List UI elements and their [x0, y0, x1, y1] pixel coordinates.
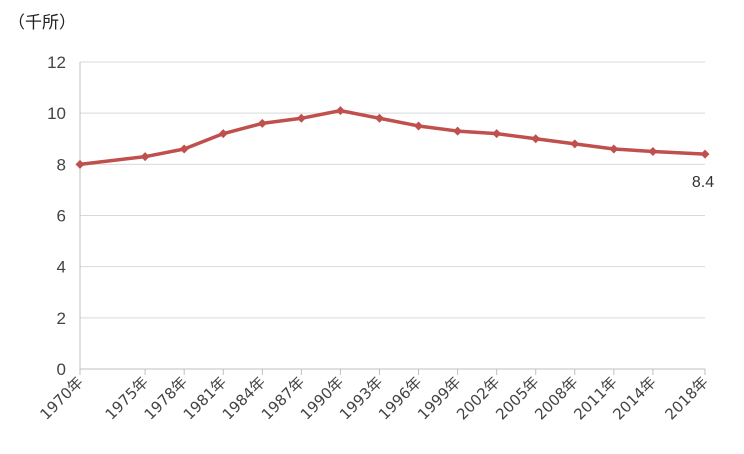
data-label: 8.4	[692, 174, 714, 191]
data-point	[335, 106, 345, 116]
y-tick-label: 4	[57, 258, 66, 277]
x-tick-label: 2002年	[453, 373, 503, 423]
data-point	[296, 113, 306, 123]
y-tick-label: 0	[57, 360, 66, 379]
y-tick-label: 10	[47, 104, 66, 123]
data-point	[531, 134, 541, 144]
x-tick-label: 2008年	[531, 373, 581, 423]
x-tick-label: 1996年	[375, 373, 425, 423]
y-tick-label: 8	[57, 155, 66, 174]
y-tick-label: 2	[57, 309, 66, 328]
data-point	[700, 149, 710, 159]
y-axis: 0 2 4 6 8 10 12	[47, 53, 81, 379]
x-tick-label: 1984年	[219, 373, 269, 423]
data-point	[374, 113, 384, 123]
data-point	[570, 139, 580, 149]
data-point	[648, 147, 658, 157]
data-point	[179, 144, 189, 154]
data-point	[257, 118, 267, 128]
x-axis: 1970年 1975年1978年1981年1984年1987年1990年1993年…	[36, 368, 712, 423]
x-tick-label: 1978年	[141, 373, 191, 423]
x-tick-label: 1987年	[258, 373, 308, 423]
x-tick-label: 2005年	[492, 373, 542, 423]
data-point	[218, 129, 228, 139]
data-point	[414, 121, 424, 131]
data-point	[492, 129, 502, 139]
gridlines	[80, 61, 705, 370]
x-tick-label: 1999年	[414, 373, 464, 423]
series-line	[79, 108, 706, 167]
series-group	[75, 106, 710, 169]
x-tick-label: 1990年	[297, 373, 347, 423]
data-point	[140, 152, 150, 162]
x-tick-label: 2014年	[609, 373, 659, 423]
y-tick-label: 6	[57, 207, 66, 226]
x-tick-label: 1981年	[180, 373, 230, 423]
x-tick-label: 2011年	[570, 373, 620, 423]
data-point	[453, 126, 463, 136]
x-tick-label: 1993年	[336, 373, 386, 423]
unit-label: （千所）	[8, 13, 76, 33]
x-tick-label: 1970年	[36, 373, 86, 423]
data-labels: 8.4	[692, 174, 714, 191]
x-tick-label: 1975年	[102, 373, 152, 423]
x-tick-label: 2018年	[661, 373, 711, 423]
data-point	[75, 159, 85, 169]
data-point	[609, 144, 619, 154]
y-tick-label: 12	[47, 53, 66, 72]
